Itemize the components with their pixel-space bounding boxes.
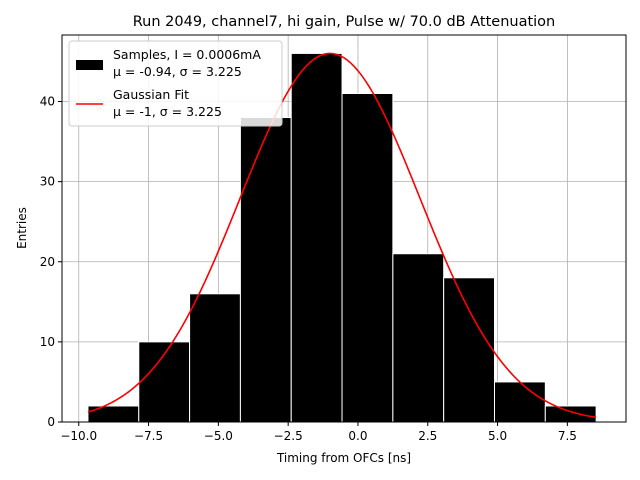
x-tick-label: −2.5 bbox=[274, 429, 303, 443]
x-axis-label: Timing from OFCs [ns] bbox=[276, 451, 411, 465]
y-tick-label: 20 bbox=[40, 255, 55, 269]
histogram-bar bbox=[493, 381, 546, 423]
y-tick-label: 40 bbox=[40, 95, 55, 109]
x-axis-ticks: −10.0 −7.5 −5.0 −2.5 0.0 2.5 5.0 7.5 bbox=[60, 422, 577, 443]
histogram-bar bbox=[443, 277, 495, 423]
x-tick-label: −7.5 bbox=[134, 429, 163, 443]
legend-box bbox=[68, 40, 283, 127]
y-axis-label: Entries bbox=[15, 207, 29, 249]
histogram-bar bbox=[189, 293, 241, 423]
histogram-bar bbox=[392, 253, 445, 423]
axes-frame bbox=[61, 34, 627, 423]
gaussian-fit-curve bbox=[87, 52, 597, 419]
x-tick-label: −5.0 bbox=[204, 429, 233, 443]
legend-fit-name: Gaussian Fit bbox=[113, 87, 189, 102]
x-tick-label: 2.5 bbox=[418, 429, 437, 443]
y-tick-label: 0 bbox=[47, 415, 55, 429]
x-tick-label: 7.5 bbox=[558, 429, 577, 443]
legend-fit-stats: μ = -1, σ = 3.225 bbox=[113, 104, 222, 119]
legend-histogram-swatch bbox=[76, 60, 103, 70]
legend-histogram-stats: μ = -0.94, σ = 3.225 bbox=[113, 64, 242, 79]
histogram-bar bbox=[544, 405, 597, 423]
histogram-bars bbox=[87, 52, 597, 423]
y-axis-ticks: 0 10 20 30 40 bbox=[40, 95, 62, 429]
histogram-bar bbox=[239, 117, 292, 423]
x-tick-label: −10.0 bbox=[60, 429, 97, 443]
y-tick-label: 30 bbox=[40, 175, 55, 189]
x-tick-label: 0.0 bbox=[348, 429, 367, 443]
legend: Samples, I = 0.0006mA μ = -0.94, σ = 3.2… bbox=[68, 40, 283, 127]
y-tick-label: 10 bbox=[40, 335, 55, 349]
histogram-bar bbox=[341, 92, 394, 423]
histogram-bar bbox=[87, 405, 140, 423]
legend-histogram-name: Samples, I = 0.0006mA bbox=[113, 47, 261, 62]
x-tick-label: 5.0 bbox=[488, 429, 507, 443]
histogram-bar bbox=[290, 52, 343, 423]
chart-title: Run 2049, channel7, hi gain, Pulse w/ 70… bbox=[133, 14, 556, 30]
